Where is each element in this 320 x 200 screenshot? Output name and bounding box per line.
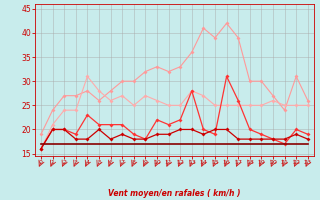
Text: Vent moyen/en rafales ( km/h ): Vent moyen/en rafales ( km/h ) xyxy=(108,189,241,198)
